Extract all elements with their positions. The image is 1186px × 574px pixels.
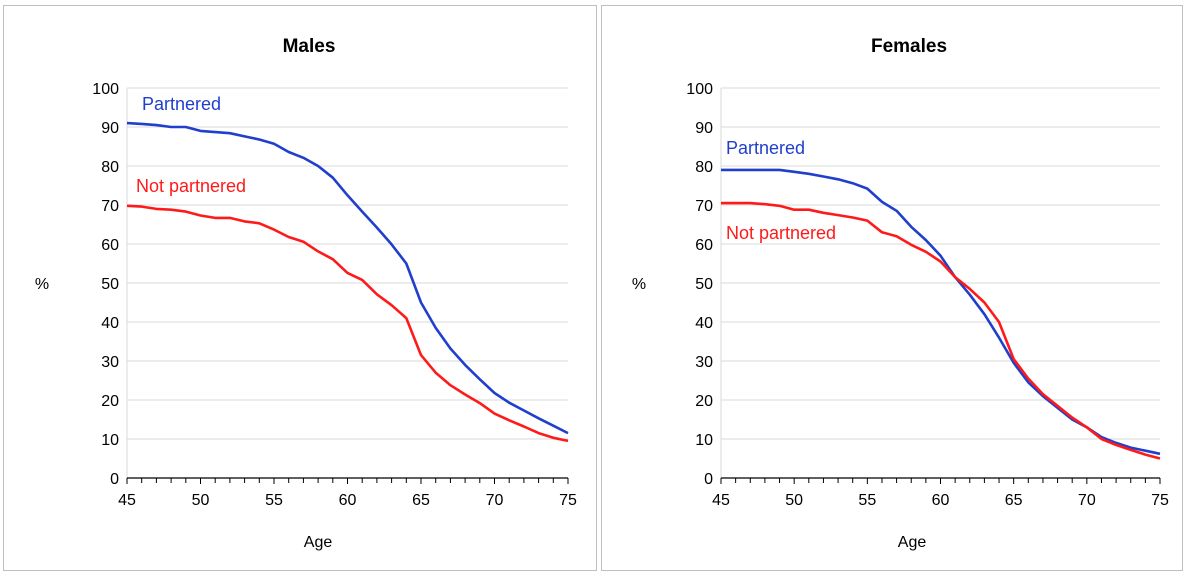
x-tick-label: 60 [932,492,950,509]
series-line-not-partnered [721,201,1161,460]
series-line-partnered [721,168,1161,456]
y-tick-label: 60 [695,237,713,254]
y-tick-label: 90 [101,120,119,137]
y-tick-label: 0 [704,471,713,488]
x-tick-label: 50 [785,492,803,509]
x-tick-label: 45 [712,492,730,509]
x-tick-label: 50 [192,492,210,509]
series-label-partnered: Partnered [726,138,805,158]
chart-title: Males [283,36,336,57]
x-tick-label: 75 [1151,492,1169,509]
y-tick-label: 70 [101,198,119,215]
y-tick-label: 50 [695,276,713,293]
x-tick-label: 70 [486,492,504,509]
x-tick-label: 45 [118,492,136,509]
series-line-not-partnered [126,204,569,443]
y-tick-label: 20 [695,393,713,410]
y-tick-label: 10 [695,432,713,449]
x-tick-label: 70 [1078,492,1096,509]
y-tick-label: 80 [695,159,713,176]
x-tick-label: 55 [858,492,876,509]
x-tick-label: 65 [1005,492,1023,509]
y-tick-label: 10 [101,432,119,449]
chart-title: Females [871,36,947,57]
y-tick-label: 50 [101,276,119,293]
y-tick-label: 30 [695,354,713,371]
y-tick-label: 60 [101,237,119,254]
y-tick-label: 20 [101,393,119,410]
x-tick-label: 55 [265,492,283,509]
series-line-partnered [126,121,569,435]
x-tick-label: 60 [339,492,357,509]
y-tick-label: 100 [92,81,119,98]
y-tick-label: 80 [101,159,119,176]
x-tick-label: 65 [412,492,430,509]
y-axis-label: % [632,276,646,293]
y-tick-label: 70 [695,198,713,215]
y-axis-label: % [35,276,49,293]
x-tick-label: 75 [559,492,577,509]
y-tick-label: 90 [695,120,713,137]
y-tick-label: 100 [686,81,713,98]
females-line-chart: Females 0 10 20 30 40 50 60 70 80 90 100 45 50 55 60 65 7… [632,36,1169,551]
y-tick-label: 0 [110,471,119,488]
chart-panel-females: Females 0 10 20 30 40 50 60 70 80 90 100 45 50 55 60 65 7… [601,5,1183,571]
males-line-chart: Males 0 10 20 30 40 50 60 70 80 90 100 45 50 55 60 65 70 7… [35,36,577,551]
series-label-not-partnered: Not partnered [726,223,836,243]
y-tick-label: 40 [101,315,119,332]
y-tick-label: 30 [101,354,119,371]
x-axis-label: Age [304,534,333,551]
x-axis-label: Age [898,534,927,551]
series-label-not-partnered: Not partnered [136,176,246,196]
chart-panel-males: Males 0 10 20 30 40 50 60 70 80 90 100 45 50 55 60 65 70 7… [3,5,597,571]
series-label-partnered: Partnered [142,94,221,114]
y-tick-label: 40 [695,315,713,332]
